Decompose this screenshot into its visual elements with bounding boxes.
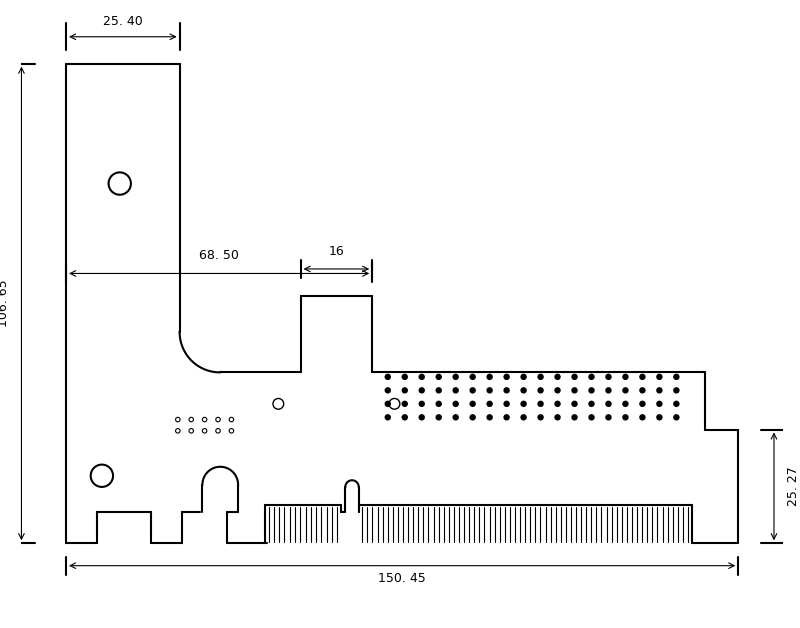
- Circle shape: [606, 414, 612, 421]
- Circle shape: [606, 387, 612, 394]
- Circle shape: [554, 387, 561, 394]
- Circle shape: [435, 387, 442, 394]
- Circle shape: [588, 414, 594, 421]
- Circle shape: [486, 374, 493, 380]
- Circle shape: [402, 374, 408, 380]
- Circle shape: [622, 401, 629, 407]
- Circle shape: [639, 387, 646, 394]
- Circle shape: [622, 414, 629, 421]
- Circle shape: [503, 414, 510, 421]
- Circle shape: [435, 401, 442, 407]
- Circle shape: [402, 401, 408, 407]
- Circle shape: [538, 387, 544, 394]
- Circle shape: [470, 401, 476, 407]
- Circle shape: [503, 387, 510, 394]
- Circle shape: [503, 374, 510, 380]
- Text: 68. 50: 68. 50: [199, 249, 239, 263]
- Circle shape: [571, 374, 578, 380]
- Circle shape: [418, 374, 425, 380]
- Circle shape: [606, 374, 612, 380]
- Circle shape: [588, 387, 594, 394]
- Circle shape: [554, 401, 561, 407]
- Text: 150. 45: 150. 45: [378, 572, 426, 585]
- Circle shape: [402, 414, 408, 421]
- Circle shape: [656, 374, 662, 380]
- Text: 25. 40: 25. 40: [103, 15, 142, 28]
- Circle shape: [520, 414, 527, 421]
- Circle shape: [520, 401, 527, 407]
- Circle shape: [538, 414, 544, 421]
- Circle shape: [656, 401, 662, 407]
- Circle shape: [453, 414, 459, 421]
- Circle shape: [486, 401, 493, 407]
- Circle shape: [470, 387, 476, 394]
- Circle shape: [554, 374, 561, 380]
- Circle shape: [538, 374, 544, 380]
- Circle shape: [673, 387, 679, 394]
- Circle shape: [588, 374, 594, 380]
- Circle shape: [554, 414, 561, 421]
- Circle shape: [402, 387, 408, 394]
- Circle shape: [571, 401, 578, 407]
- Text: 16: 16: [329, 245, 344, 257]
- Circle shape: [639, 401, 646, 407]
- Circle shape: [435, 374, 442, 380]
- Circle shape: [571, 387, 578, 394]
- Circle shape: [639, 374, 646, 380]
- Circle shape: [673, 414, 679, 421]
- Circle shape: [622, 374, 629, 380]
- Circle shape: [656, 414, 662, 421]
- Text: 106. 65: 106. 65: [0, 279, 10, 327]
- Circle shape: [385, 374, 391, 380]
- Circle shape: [470, 414, 476, 421]
- Circle shape: [418, 401, 425, 407]
- Circle shape: [622, 387, 629, 394]
- Circle shape: [588, 401, 594, 407]
- Circle shape: [639, 414, 646, 421]
- Circle shape: [520, 374, 527, 380]
- Circle shape: [486, 387, 493, 394]
- Circle shape: [453, 387, 459, 394]
- Circle shape: [606, 401, 612, 407]
- Circle shape: [538, 401, 544, 407]
- Circle shape: [503, 401, 510, 407]
- Circle shape: [673, 374, 679, 380]
- Circle shape: [385, 387, 391, 394]
- Circle shape: [673, 401, 679, 407]
- Circle shape: [385, 414, 391, 421]
- Circle shape: [656, 387, 662, 394]
- Circle shape: [385, 401, 391, 407]
- Circle shape: [470, 374, 476, 380]
- Circle shape: [418, 414, 425, 421]
- Circle shape: [486, 414, 493, 421]
- Text: 25. 27: 25. 27: [787, 467, 800, 506]
- Circle shape: [520, 387, 527, 394]
- Circle shape: [418, 387, 425, 394]
- Circle shape: [435, 414, 442, 421]
- Circle shape: [453, 401, 459, 407]
- Circle shape: [571, 414, 578, 421]
- Circle shape: [453, 374, 459, 380]
